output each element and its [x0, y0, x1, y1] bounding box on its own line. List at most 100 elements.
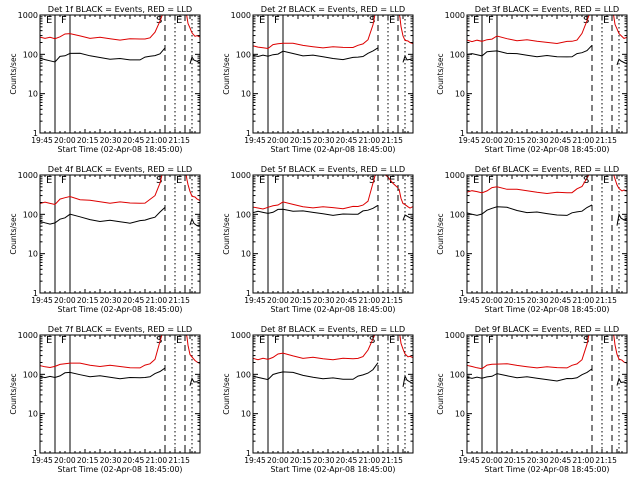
x-tick-label: 20:00 [267, 136, 289, 145]
y-tick-label: 100 [450, 50, 465, 59]
x-tick-label: 21:15 [381, 136, 403, 145]
marker-label: E [176, 15, 182, 26]
marker-label: S [583, 15, 589, 26]
y-tick-label: 1 [460, 129, 465, 138]
plot-frame [466, 174, 628, 294]
events-series-line [40, 207, 166, 225]
x-axis-label: Start Time (02-Apr-08 18:45:00) [485, 305, 610, 314]
marker-label: F [274, 15, 280, 26]
lld-series-line [253, 15, 376, 50]
events-series-line [467, 204, 593, 216]
x-tick-label: 21:00 [358, 296, 380, 305]
marker-label: S [156, 175, 162, 186]
chart-title: Det 2f BLACK = Events, RED = LLD [261, 4, 405, 14]
x-tick-label: 20:00 [481, 456, 503, 465]
y-tick-label: 1 [460, 449, 465, 458]
events-series-line [189, 55, 200, 64]
y-tick-label: 1000 [18, 11, 38, 20]
x-tick-label: 21:00 [145, 136, 167, 145]
y-tick-label: 1 [460, 289, 465, 298]
x-tick-label: 20:15 [504, 296, 526, 305]
plot-frame [39, 334, 201, 454]
marker-label: E [389, 175, 395, 186]
events-series-line [40, 367, 166, 380]
marker-label: E [176, 335, 182, 346]
y-tick-label: 10 [241, 250, 251, 259]
y-tick-label: 10 [28, 250, 38, 259]
y-tick-label: 10 [455, 410, 465, 419]
lld-series-line [185, 335, 200, 364]
marker-label: S [156, 335, 162, 346]
lld-series-line [40, 335, 163, 369]
marker-label: S [369, 15, 375, 26]
x-tick-label: 20:30 [313, 296, 335, 305]
x-tick-label: 19:45 [458, 296, 480, 305]
plot-frame [39, 14, 201, 134]
events-series-line [616, 213, 627, 226]
plot-frame [466, 14, 628, 134]
lld-series-line [613, 15, 627, 39]
y-tick-label: 10 [28, 90, 38, 99]
marker-label: E [603, 335, 609, 346]
x-tick-label: 20:45 [336, 456, 358, 465]
marker-label: E [46, 175, 52, 186]
chart-title: Det 8f BLACK = Events, RED = LLD [261, 324, 405, 334]
x-tick-label: 21:15 [381, 296, 403, 305]
lld-series-line [398, 15, 413, 45]
chart-title: Det 5f BLACK = Events, RED = LLD [261, 164, 405, 174]
marker-label: S [369, 175, 375, 186]
x-tick-label: 21:15 [595, 296, 617, 305]
x-tick-label: 21:00 [572, 456, 594, 465]
x-tick-label: 19:45 [244, 296, 266, 305]
marker-label: F [488, 175, 494, 186]
x-tick-label: 20:45 [123, 296, 145, 305]
marker-label: E [259, 175, 265, 186]
x-axis-label: Start Time (02-Apr-08 18:45:00) [485, 465, 610, 474]
y-axis-label: Counts/sec [222, 373, 231, 414]
lld-series-line [40, 175, 163, 206]
x-tick-label: 20:30 [527, 136, 549, 145]
marker-label: E [259, 335, 265, 346]
y-tick-label: 100 [23, 370, 38, 379]
marker-label: F [488, 15, 494, 26]
events-series-line [402, 54, 413, 63]
x-axis-label: Start Time (02-Apr-08 18:45:00) [58, 305, 183, 314]
x-tick-label: 21:15 [168, 456, 190, 465]
marker-label: E [259, 15, 265, 26]
lld-series-line [185, 175, 200, 201]
chart-title: Det 6f BLACK = Events, RED = LLD [475, 164, 619, 174]
marker-label: S [583, 175, 589, 186]
y-tick-label: 100 [23, 210, 38, 219]
y-tick-label: 10 [28, 410, 38, 419]
marker-label: F [274, 335, 280, 346]
x-tick-label: 20:15 [290, 456, 312, 465]
plot-frame [39, 174, 201, 294]
x-tick-label: 21:00 [358, 456, 380, 465]
marker-label: F [274, 175, 280, 186]
events-series-line [189, 217, 200, 227]
x-tick-label: 19:45 [31, 456, 53, 465]
marker-label: E [603, 175, 609, 186]
chart-title: Det 3f BLACK = Events, RED = LLD [475, 4, 619, 14]
y-tick-label: 1000 [445, 11, 465, 20]
x-tick-label: 20:15 [504, 456, 526, 465]
y-tick-label: 1000 [231, 171, 251, 180]
x-tick-label: 21:00 [145, 456, 167, 465]
x-tick-label: 21:00 [145, 296, 167, 305]
x-tick-label: 21:15 [168, 296, 190, 305]
marker-label: F [488, 335, 494, 346]
y-tick-label: 1 [33, 449, 38, 458]
x-tick-label: 20:15 [504, 136, 526, 145]
chart-title: Det 4f BLACK = Events, RED = LLD [48, 164, 192, 174]
x-tick-label: 20:30 [527, 296, 549, 305]
y-tick-label: 1000 [445, 331, 465, 340]
chart-title: Det 7f BLACK = Events, RED = LLD [48, 324, 192, 334]
marker-label: E [389, 335, 395, 346]
y-tick-label: 10 [241, 90, 251, 99]
